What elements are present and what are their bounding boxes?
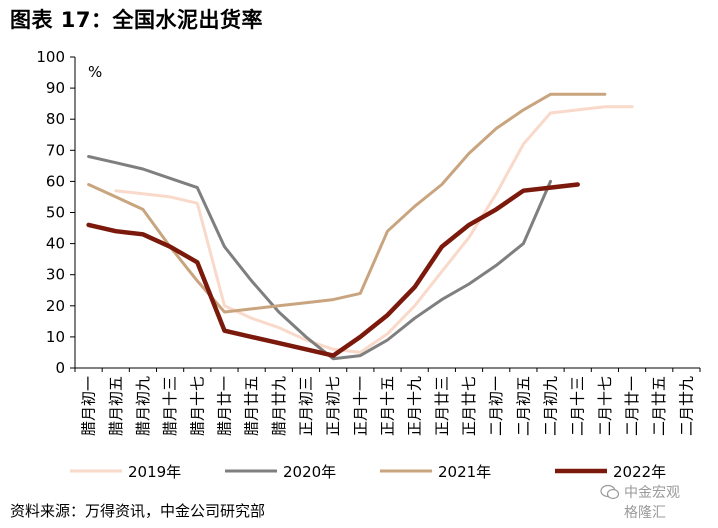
x-tick-label: 腊月廿五 xyxy=(243,376,261,436)
legend-label: 2020年 xyxy=(283,463,336,481)
series-line-2020年 xyxy=(87,155,552,361)
x-tick-label: 二月廿一 xyxy=(623,376,641,436)
x-tick-label: 正月初三 xyxy=(297,376,315,436)
x-tick-label: 正月十一 xyxy=(351,376,369,436)
x-tick-label: 正月初七 xyxy=(324,376,342,436)
series-line-2022年 xyxy=(86,182,580,358)
axes: 0102030405060708090100%腊月初一 腊月初五 腊月初九 腊月十三腊… xyxy=(36,48,701,436)
watermark-brand: 格隆汇 xyxy=(624,505,666,521)
x-tick-label: 二月廿五 xyxy=(650,376,668,436)
y-tick-label: 70 xyxy=(46,141,65,159)
x-tick-label: 正月十九 xyxy=(406,376,424,436)
wechat-icon xyxy=(600,484,620,500)
y-tick-label: 10 xyxy=(46,328,65,346)
x-tick-label: 二月十三 xyxy=(569,376,587,436)
y-tick-label: 80 xyxy=(46,110,65,128)
y-tick-label: 0 xyxy=(55,359,65,377)
x-tick-label: 腊月十七 xyxy=(188,376,206,436)
watermark-name: 中金宏观 xyxy=(624,485,680,501)
legend-label: 2019年 xyxy=(128,463,181,481)
x-tick-label: 正月廿三 xyxy=(433,376,451,436)
x-tick-label: 二月初五 xyxy=(514,376,532,436)
series-line-2019年 xyxy=(114,105,634,354)
y-unit-label: % xyxy=(88,63,102,81)
x-tick-label: 腊月初九 xyxy=(134,376,152,436)
x-tick-label: 二月初一 xyxy=(487,376,505,436)
legend-label: 2022年 xyxy=(613,463,666,481)
x-tick-label: 二月初九 xyxy=(542,376,560,436)
y-tick-label: 20 xyxy=(46,297,65,315)
y-tick-label: 60 xyxy=(46,172,65,190)
x-tick-label: 二月十七 xyxy=(596,376,614,436)
y-tick-label: 30 xyxy=(46,266,65,284)
y-tick-label: 50 xyxy=(46,204,65,222)
series-lines xyxy=(86,92,634,361)
chart-title: 图表 17：全国水泥出货率 xyxy=(10,8,264,32)
series-line-2021年 xyxy=(87,92,607,314)
x-tick-label: 腊月廿一 xyxy=(215,376,233,436)
x-tick-label: 正月十五 xyxy=(379,376,397,436)
y-tick-label: 100 xyxy=(36,48,65,66)
x-tick-label: 腊月初五 xyxy=(107,376,125,436)
watermark: 中金宏观 格隆汇 xyxy=(600,482,712,526)
x-tick-label: 腊月廿九 xyxy=(270,376,288,436)
x-tick-label: 腊月初一 xyxy=(80,376,98,436)
y-tick-label: 40 xyxy=(46,235,65,253)
y-tick-label: 90 xyxy=(46,79,65,97)
x-tick-label: 腊月十三 xyxy=(161,376,179,436)
legend: 2019年 2020年 2021年 2022年 xyxy=(70,463,666,481)
legend-label: 2021年 xyxy=(438,463,491,481)
x-tick-label: 正月廿七 xyxy=(460,376,478,436)
source-note: 资料来源：万得资讯，中金公司研究部 xyxy=(10,502,266,520)
x-tick-label: 二月廿九 xyxy=(677,376,695,436)
